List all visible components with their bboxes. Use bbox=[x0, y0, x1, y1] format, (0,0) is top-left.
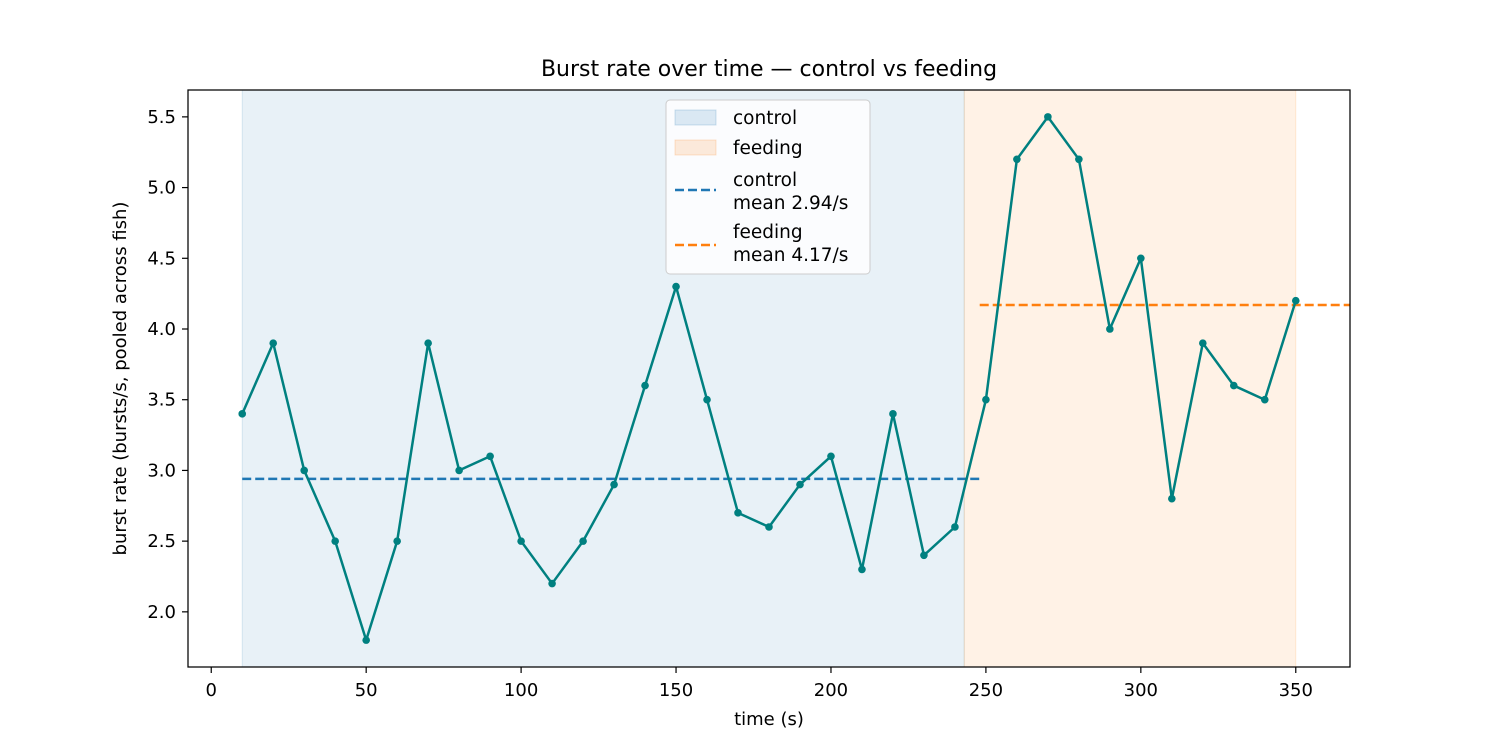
data-point bbox=[796, 480, 804, 489]
data-point bbox=[889, 410, 897, 418]
x-tick-label: 300 bbox=[1124, 680, 1158, 701]
data-point bbox=[765, 523, 773, 531]
x-tick-label: 200 bbox=[814, 680, 848, 701]
data-point bbox=[1199, 339, 1207, 347]
data-point bbox=[424, 339, 432, 347]
data-point bbox=[858, 565, 866, 574]
data-point bbox=[641, 381, 649, 390]
data-point bbox=[1075, 155, 1083, 164]
y-tick-label: 4.5 bbox=[147, 248, 176, 269]
legend-swatch-control bbox=[674, 109, 717, 126]
data-point bbox=[393, 537, 401, 545]
data-point bbox=[486, 452, 494, 461]
legend-box bbox=[665, 99, 871, 275]
data-point bbox=[269, 339, 278, 347]
legend: control feeding control mean 2.94/s feed… bbox=[665, 99, 871, 275]
x-tick-label: 150 bbox=[659, 680, 693, 701]
data-point bbox=[579, 537, 587, 545]
data-point bbox=[1013, 155, 1021, 164]
y-tick-label: 4.0 bbox=[147, 319, 176, 340]
x-tick-label: 350 bbox=[1279, 680, 1313, 701]
data-point bbox=[982, 395, 990, 404]
data-point bbox=[238, 410, 247, 418]
data-point bbox=[331, 537, 339, 545]
data-point bbox=[1044, 113, 1052, 121]
chart-title: Burst rate over time — control vs feedin… bbox=[541, 57, 997, 82]
data-point bbox=[703, 395, 711, 404]
legend-swatch-feeding bbox=[674, 139, 717, 156]
legend-label-control-mean-line2: mean 2.94/s bbox=[733, 193, 848, 214]
y-axis-label: burst rate (bursts/s, pooled across fish… bbox=[110, 202, 131, 556]
legend-label-feeding: feeding bbox=[733, 138, 803, 159]
region-feeding bbox=[963, 89, 1297, 668]
data-point bbox=[548, 579, 556, 588]
data-point bbox=[455, 466, 463, 475]
y-tick-label: 2.5 bbox=[147, 531, 176, 552]
legend-label-feeding-mean-line2: mean 4.17/s bbox=[733, 245, 848, 266]
x-tick-label: 50 bbox=[355, 680, 378, 701]
data-point bbox=[1260, 395, 1269, 404]
y-tick-label: 5.5 bbox=[147, 107, 176, 128]
data-point bbox=[362, 636, 370, 644]
mean-lines bbox=[242, 303, 1350, 481]
data-point bbox=[1168, 494, 1176, 503]
data-point bbox=[1291, 296, 1300, 305]
data-point bbox=[672, 282, 680, 291]
y-axis-ticks: 2.0 2.5 3.0 3.5 4.0 4.5 5.0 5.5 bbox=[147, 107, 188, 623]
x-axis-label: time (s) bbox=[734, 709, 804, 730]
legend-label-control: control bbox=[733, 108, 797, 129]
data-point bbox=[827, 452, 835, 461]
data-point bbox=[951, 523, 959, 531]
legend-label-control-mean-line1: control bbox=[733, 170, 797, 191]
data-point bbox=[517, 537, 525, 545]
x-tick-label: 0 bbox=[206, 680, 217, 701]
x-axis-ticks: 0 50 100 150 200 250 300 350 bbox=[206, 667, 1313, 701]
data-point bbox=[610, 480, 618, 489]
series-layer bbox=[238, 113, 1300, 644]
y-tick-label: 5.0 bbox=[147, 178, 176, 199]
data-point bbox=[1137, 254, 1145, 263]
data-point bbox=[300, 466, 309, 475]
plot-frame bbox=[187, 89, 1351, 668]
data-point bbox=[1230, 381, 1238, 390]
data-point bbox=[734, 509, 742, 517]
legend-label-feeding-mean-line1: feeding bbox=[733, 222, 803, 243]
x-tick-label: 250 bbox=[969, 680, 1003, 701]
data-point bbox=[920, 551, 928, 560]
y-tick-label: 2.0 bbox=[147, 602, 176, 623]
y-tick-label: 3.0 bbox=[147, 460, 176, 481]
y-tick-label: 3.5 bbox=[147, 390, 176, 411]
data-point bbox=[1106, 325, 1114, 333]
x-tick-label: 100 bbox=[504, 680, 538, 701]
